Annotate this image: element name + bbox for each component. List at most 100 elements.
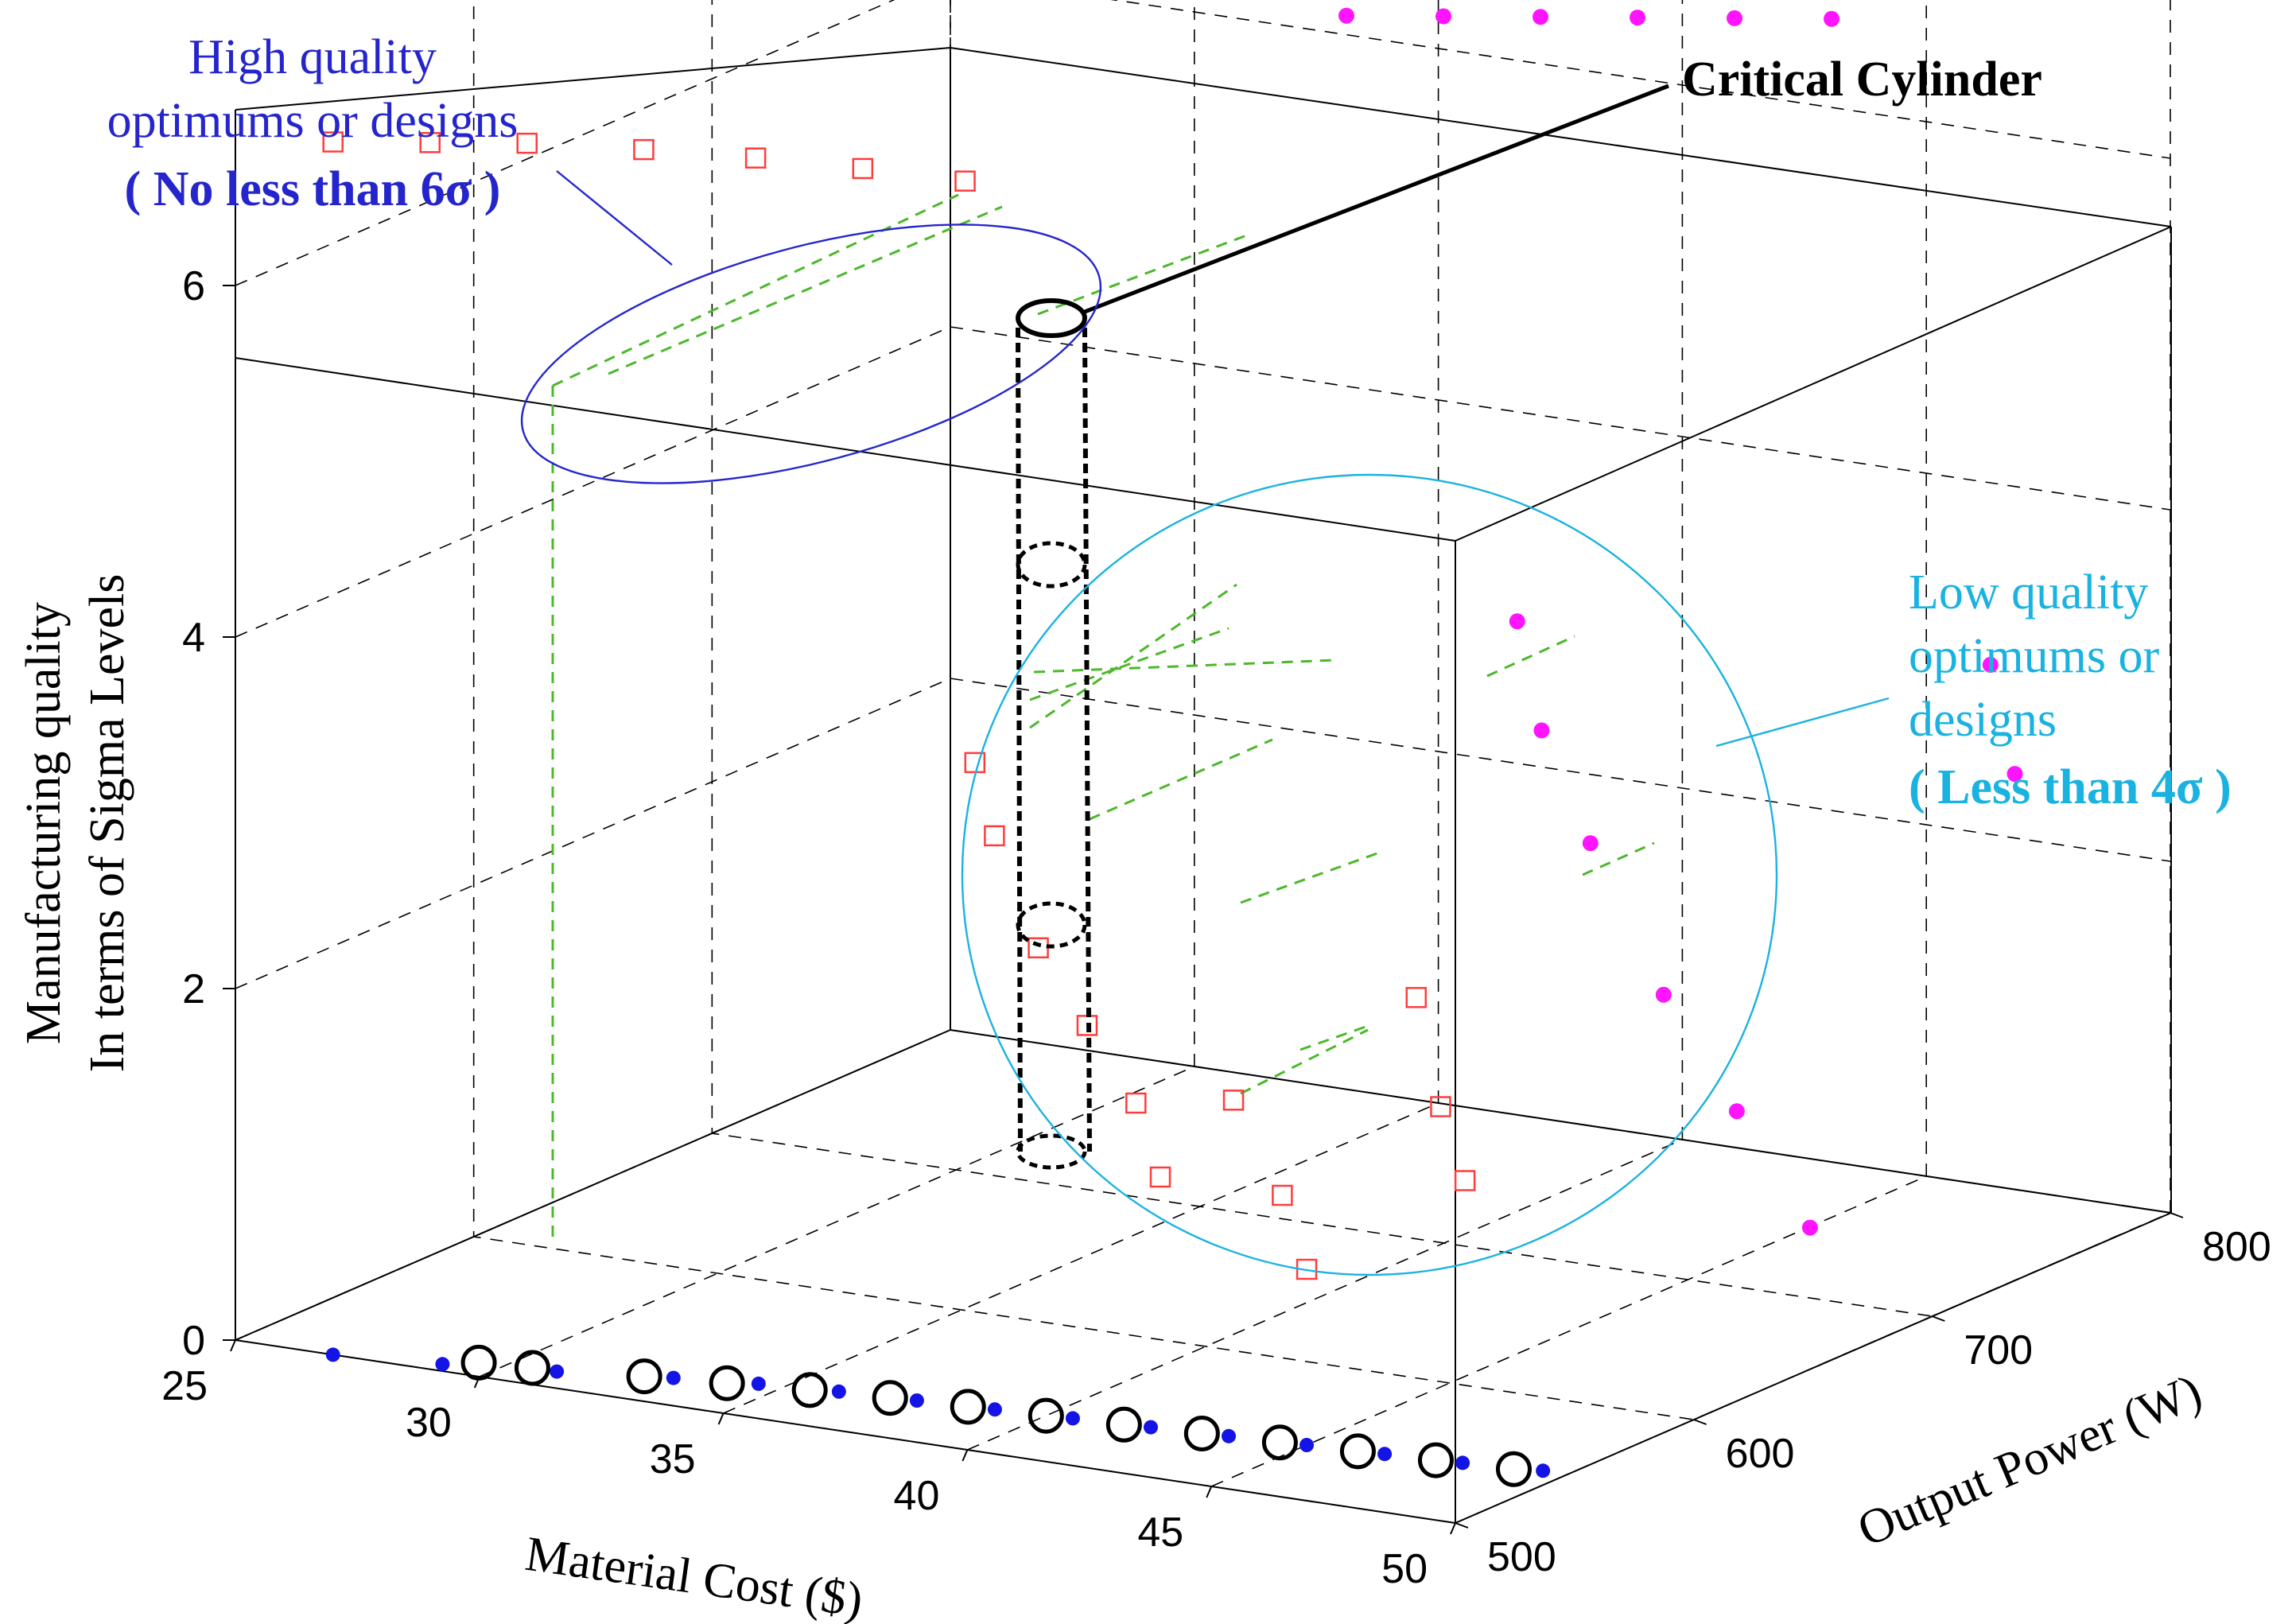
red-square-series [322, 131, 1476, 1280]
data-point [1435, 8, 1452, 25]
data-point [1727, 10, 1743, 26]
data-point [954, 170, 976, 192]
low-quality-sigma: ( Less than 4σ ) [1909, 760, 2232, 814]
data-point [1655, 986, 1672, 1003]
cylinder-label: Critical Cylinder [1682, 52, 2042, 107]
x-tick-label: 25 [161, 1363, 208, 1409]
x-tick-label: 30 [406, 1400, 452, 1446]
box-front-top-right [1455, 226, 2172, 542]
y-axis-label: Output Power (W) [1851, 1364, 2209, 1557]
data-point [633, 138, 655, 161]
x-tick-label: 50 [1381, 1546, 1428, 1592]
cylinder-bottom-ellipse [1016, 1133, 1087, 1170]
data-point [1065, 1411, 1080, 1426]
projection-line [1029, 627, 1230, 701]
x-tick-mark [961, 1449, 969, 1462]
x-tick-mark [717, 1412, 725, 1425]
data-point [514, 1350, 550, 1386]
data-point [1495, 1451, 1532, 1487]
data-point [984, 825, 1005, 847]
data-point [1338, 7, 1355, 24]
data-point [516, 132, 538, 154]
data-point [1801, 1219, 1818, 1236]
y-tick-mark [1693, 1419, 1707, 1425]
data-point [2006, 766, 2023, 783]
y-tick-mark [2170, 1212, 2184, 1218]
data-point [550, 1364, 565, 1379]
projection-lines [551, 193, 1655, 1237]
high-quality-sigma: ( No less than 6σ ) [125, 162, 501, 216]
critical-cylinder [1016, 84, 1669, 1170]
cylinder-left-side [1016, 327, 1023, 1152]
low-quality-subtitle: optimums or [1909, 629, 2160, 683]
y-tick-mark [1931, 1315, 1945, 1322]
data-point [872, 1380, 908, 1416]
projection-line [608, 205, 1003, 375]
data-point [1149, 1166, 1171, 1188]
x-tick-mark [1206, 1486, 1213, 1498]
data-point [1222, 1428, 1237, 1443]
axes-box [235, 46, 2172, 1524]
y-gridline [235, 110, 1456, 1524]
low-quality-designs: designs [1909, 693, 2057, 747]
y-gridline [950, 0, 2171, 1214]
projection-line [1240, 849, 1385, 904]
data-point [950, 1389, 986, 1425]
cylinder-right-side [1082, 327, 1092, 1152]
data-point [852, 157, 874, 180]
x-axis-label: Material Cost ($) [522, 1527, 866, 1624]
high-quality-title: High quality [188, 30, 437, 84]
z-gridline [235, 678, 2171, 989]
data-point [1125, 1092, 1147, 1114]
data-point [791, 1372, 828, 1408]
data-point [1261, 1424, 1298, 1461]
projection-line [1486, 635, 1575, 678]
data-point [322, 131, 344, 153]
data-point [1455, 1455, 1470, 1471]
y-gridline [472, 6, 1694, 1420]
z-tick-label: 0 [182, 1318, 205, 1364]
low-quality-title: Low quality [1909, 565, 2148, 620]
data-point [1630, 10, 1646, 26]
projection-line [1089, 738, 1273, 821]
data-point [1144, 1420, 1158, 1435]
data-point [909, 1393, 924, 1408]
data-point [709, 1365, 745, 1401]
low-quality-annotation: Low quality optimums or designs ( Less t… [1909, 565, 2232, 814]
x-tick-label: 45 [1137, 1509, 1183, 1556]
data-point [1377, 1447, 1393, 1462]
cylinder-pointer-line [1084, 84, 1669, 314]
low-quality-circle [961, 473, 1778, 1276]
tick-labels: 25 30 35 40 45 50 500 600 700 800 0 2 4 6 [161, 263, 2271, 1592]
x-tick-mark [230, 1339, 236, 1352]
blue-front-series [325, 1347, 1551, 1478]
data-point [1272, 1184, 1293, 1206]
data-point [1183, 1416, 1220, 1451]
data-point [1533, 9, 1549, 25]
data-point [435, 1357, 450, 1372]
data-point [1728, 1103, 1745, 1120]
z-gridline [235, 1029, 2171, 1341]
data-point [1028, 1397, 1064, 1434]
data-point [325, 1347, 340, 1362]
high-quality-annotation: High quality optimums or designs ( No le… [107, 30, 519, 216]
data-point [1417, 1442, 1454, 1478]
projection-line [1240, 1028, 1369, 1095]
data-point [831, 1384, 846, 1399]
y-tick-label: 800 [2202, 1224, 2271, 1270]
cylinder-top-ellipse [1016, 298, 1087, 338]
projection-line [1033, 659, 1337, 674]
z-gridline [235, 326, 2171, 638]
x-gridline [479, 0, 1195, 1377]
y-tick-label: 600 [1726, 1431, 1795, 1477]
cylinder-middle-ellipse [1016, 541, 1087, 589]
data-point [1339, 1433, 1376, 1470]
data-point [1299, 1438, 1315, 1452]
low-quality-pointer-line [1715, 697, 1890, 748]
data-point [1105, 1406, 1142, 1443]
box-front-top-left [235, 357, 1456, 542]
y-tick-label: 700 [1964, 1327, 2033, 1373]
black-circle-series [460, 1344, 1532, 1487]
data-point [744, 147, 767, 169]
